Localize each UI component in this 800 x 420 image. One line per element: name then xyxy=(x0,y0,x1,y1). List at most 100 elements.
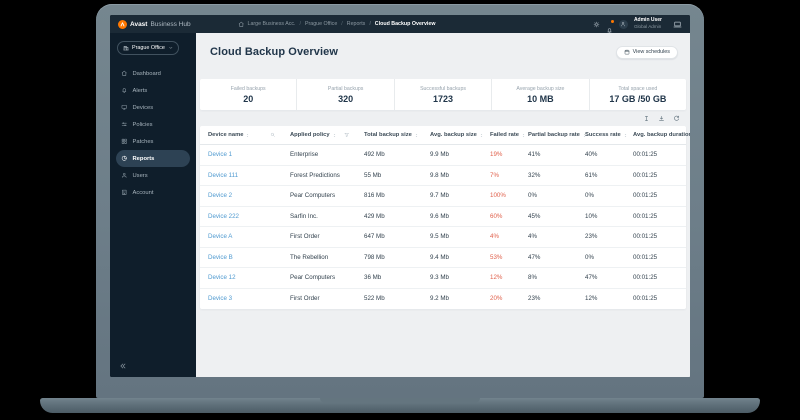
sidebar-item-label: Alerts xyxy=(132,87,148,94)
sidebar-item-label: Devices xyxy=(132,104,154,111)
partial-rate-cell: 4% xyxy=(528,233,537,241)
column-header-failed-rate[interactable]: Failed rate xyxy=(482,132,525,138)
sidebar-item-label: Account xyxy=(132,189,154,196)
search-icon[interactable] xyxy=(270,132,276,138)
column-header-avg-backup-size[interactable]: Avg. backup size xyxy=(422,132,484,138)
person-icon xyxy=(620,21,626,27)
stat-label: Partial backups xyxy=(327,85,364,92)
stat-label: Average backup size xyxy=(516,85,565,92)
sidebar-item-reports[interactable]: Reports xyxy=(116,150,190,167)
chevron-down-icon xyxy=(168,45,174,51)
sidebar-item-devices[interactable]: Devices xyxy=(116,99,190,116)
stat-partial-backups: Partial backups 320 xyxy=(296,79,393,110)
stat-average-backup-size: Average backup size 10 MB xyxy=(491,79,588,110)
failed-rate-cell: 19% xyxy=(490,151,503,159)
refresh-icon[interactable] xyxy=(673,115,680,122)
device-link-device-3[interactable]: Device 3 xyxy=(208,295,233,303)
sidebar-item-users[interactable]: Users xyxy=(116,167,190,184)
failed-rate-cell: 53% xyxy=(490,253,503,261)
stat-total-space-used: Total space used 17 GB /50 GB xyxy=(588,79,686,110)
stat-value: 17 GB /50 GB xyxy=(609,93,667,104)
column-header-applied-policy[interactable]: Applied policy xyxy=(282,132,356,138)
table-row: Device 3 First Order 522 Mb 9.2 Mb 20% 2… xyxy=(200,289,686,310)
success-rate-cell: 10% xyxy=(585,212,598,220)
device-link-device-12[interactable]: Device 12 xyxy=(208,274,236,282)
breadcrumb-item[interactable]: Cloud Backup Overview xyxy=(365,21,436,27)
sidebar-item-patches[interactable]: Patches xyxy=(116,133,190,150)
column-header-avg-backup-duration[interactable]: Avg. backup duration xyxy=(625,132,690,138)
laptop-base-notch xyxy=(320,398,480,403)
column-header-partial-backup-rate[interactable]: Partial backup rate xyxy=(520,132,586,138)
filter-icon[interactable] xyxy=(344,132,350,138)
data-table: Device name Applied policy Total backup … xyxy=(200,126,690,310)
policy-cell: Pear Computers xyxy=(290,274,336,282)
partial-rate-cell: 8% xyxy=(528,274,537,282)
avast-logo-icon xyxy=(118,19,127,29)
sidebar-item-label: Patches xyxy=(132,138,154,145)
sidebar-menu: Dashboard Alerts Devices Policie xyxy=(110,65,196,201)
sort-icon[interactable] xyxy=(521,133,526,138)
download-icon[interactable] xyxy=(658,115,665,122)
table-row: Device 222 Sarfin Inc. 429 Mb 9.6 Mb 60%… xyxy=(200,207,686,227)
total-size-cell: 816 Mb xyxy=(364,192,385,200)
duration-cell: 00:01:25 xyxy=(633,295,658,303)
avg-size-cell: 9.6 Mb xyxy=(430,212,449,220)
table-row: Device 111 Forest Predictions 55 Mb 9.8 … xyxy=(200,166,686,186)
brand[interactable]: Avast Business Hub xyxy=(118,19,214,29)
collapse-sidebar-button[interactable] xyxy=(119,362,127,370)
notification-badge xyxy=(610,19,614,23)
gear-icon[interactable] xyxy=(593,21,600,28)
sidebar-item-label: Reports xyxy=(132,155,155,162)
sidebar-item-dashboard[interactable]: Dashboard xyxy=(116,65,190,82)
sort-icon[interactable] xyxy=(479,133,484,138)
failed-rate-cell: 7% xyxy=(490,171,499,179)
sidebar-item-policies[interactable]: Policies xyxy=(116,116,190,133)
laptop-base xyxy=(40,398,760,413)
columns-icon[interactable] xyxy=(643,115,650,122)
column-header-device-name[interactable]: Device name xyxy=(200,132,282,138)
breadcrumb-item[interactable]: Reports xyxy=(337,21,366,27)
column-header-success-rate[interactable]: Success rate xyxy=(577,132,628,138)
stat-label: Failed backups xyxy=(230,85,266,92)
notifications-button[interactable] xyxy=(606,19,614,33)
success-rate-cell: 0% xyxy=(585,253,594,261)
policy-cell: Forest Predictions xyxy=(290,171,340,179)
device-link-device-a[interactable]: Device A xyxy=(208,233,233,241)
partial-rate-cell: 32% xyxy=(528,171,541,179)
device-icon[interactable] xyxy=(673,20,682,29)
sidebar-item-label: Policies xyxy=(132,121,153,128)
failed-rate-cell: 4% xyxy=(490,233,499,241)
home-icon[interactable] xyxy=(238,21,245,28)
account-icon xyxy=(121,189,128,196)
success-rate-cell: 61% xyxy=(585,171,598,179)
table-row: Device B The Rebellion 798 Mb 9.4 Mb 53%… xyxy=(200,248,686,268)
org-selector[interactable]: Prague Office xyxy=(117,41,180,55)
sort-icon[interactable] xyxy=(414,133,419,138)
sidebar-item-label: Dashboard xyxy=(132,70,161,77)
sort-icon[interactable] xyxy=(623,133,628,138)
device-link-device-111[interactable]: Device 111 xyxy=(208,171,239,179)
sidebar-item-alerts[interactable]: Alerts xyxy=(116,82,190,99)
total-size-cell: 647 Mb xyxy=(364,233,385,241)
sort-icon[interactable] xyxy=(582,133,587,138)
device-link-device-b[interactable]: Device B xyxy=(208,253,233,261)
breadcrumb-item[interactable]: Large Business Acc. xyxy=(247,21,296,27)
failed-rate-cell: 20% xyxy=(490,295,503,303)
sort-icon[interactable] xyxy=(245,133,250,138)
sidebar-item-account[interactable]: Account xyxy=(116,184,190,201)
column-header-total-backup-size[interactable]: Total backup size xyxy=(356,132,422,138)
reports-icon xyxy=(121,155,128,162)
view-schedules-button[interactable]: View schedules xyxy=(615,45,678,59)
partial-rate-cell: 45% xyxy=(528,212,541,220)
device-link-device-1[interactable]: Device 1 xyxy=(208,151,233,159)
breadcrumb-item[interactable]: Prague Office xyxy=(296,21,337,27)
devices-icon xyxy=(121,104,128,111)
sort-icon[interactable] xyxy=(332,133,337,138)
avatar[interactable] xyxy=(618,19,628,29)
policy-cell: Enterprise xyxy=(290,151,319,159)
device-link-device-2[interactable]: Device 2 xyxy=(208,192,233,200)
table-row: Device 2 Pear Computers 816 Mb 9.7 Mb 10… xyxy=(200,186,686,207)
user-block[interactable]: Admin User Global Admin xyxy=(634,18,662,30)
device-link-device-222[interactable]: Device 222 xyxy=(208,212,239,220)
success-rate-cell: 23% xyxy=(585,233,598,241)
